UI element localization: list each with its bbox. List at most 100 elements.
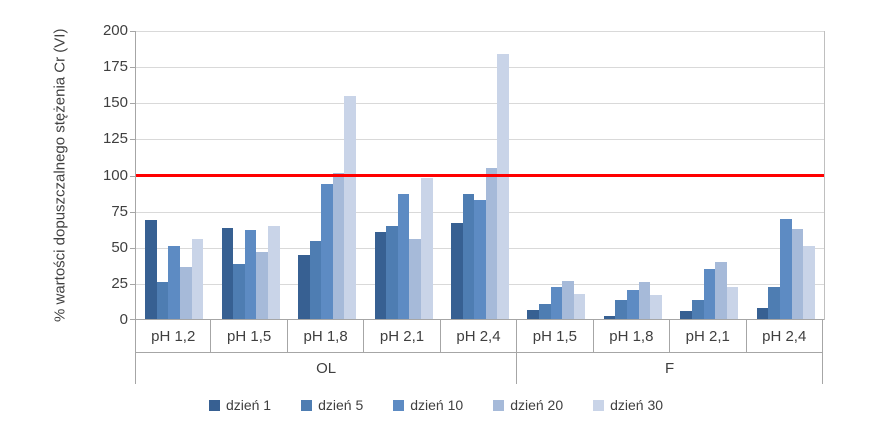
bar-dzień-10 bbox=[627, 289, 639, 320]
bar-dzień-30 bbox=[573, 294, 586, 320]
x-category-label: pH 2,4 bbox=[440, 320, 518, 353]
y-tick-label-200: 200 bbox=[102, 22, 128, 39]
y-tickmark bbox=[130, 211, 136, 213]
bar-dzień-10 bbox=[321, 184, 333, 320]
bar-dzień-1 bbox=[756, 308, 769, 320]
y-tickmark bbox=[130, 67, 136, 69]
bar-dzień-1 bbox=[451, 223, 463, 320]
y-tickmark bbox=[130, 103, 136, 105]
x-category-label: pH 1,8 bbox=[287, 320, 365, 353]
y-tickmark bbox=[130, 175, 136, 177]
legend-label: dzień 20 bbox=[510, 397, 564, 413]
bar-dzień-30 bbox=[344, 96, 357, 320]
bar-dzień-20 bbox=[485, 168, 498, 320]
bar-dzień-30 bbox=[803, 246, 815, 320]
y-tickmark bbox=[130, 31, 136, 32]
gridline-150 bbox=[136, 103, 824, 105]
y-axis-title: % wartości dopuszczalnego stężenia Cr (V… bbox=[51, 28, 69, 323]
legend-swatch-icon bbox=[593, 399, 605, 411]
y-tick-label-75: 75 bbox=[111, 202, 128, 220]
bar-group-pH-2-1 bbox=[365, 31, 441, 320]
bar-dzień-20 bbox=[256, 252, 269, 320]
y-axis-tick-labels: 0 25 50 75 100 125 150 175 200 bbox=[84, 22, 128, 328]
bar-dzień-1 bbox=[527, 309, 540, 320]
bar-dzień-20 bbox=[332, 172, 345, 320]
x-category-label: pH 1,8 bbox=[593, 320, 671, 353]
bar-dzień-5 bbox=[386, 226, 398, 320]
y-tickmark bbox=[130, 247, 136, 249]
bar-dzień-30 bbox=[191, 239, 204, 320]
bar-dzień-5 bbox=[309, 240, 322, 320]
legend-label: dzień 10 bbox=[410, 397, 464, 413]
bar-dzień-1 bbox=[374, 231, 387, 320]
legend-swatch-icon bbox=[493, 399, 505, 411]
bar-dzień-5 bbox=[615, 299, 628, 320]
legend-label: dzień 5 bbox=[318, 397, 364, 413]
y-tick-label-0: 0 bbox=[119, 311, 128, 328]
x-category-label: pH 1,5 bbox=[517, 320, 594, 353]
x-section-label-F: F bbox=[517, 353, 823, 384]
y-tick-label-100: 100 bbox=[102, 166, 128, 184]
gridline-125 bbox=[136, 139, 824, 141]
bar-dzień-5 bbox=[156, 282, 169, 320]
legend-item-dzień-30: dzień 30 bbox=[593, 397, 663, 413]
gridline-200 bbox=[136, 31, 824, 32]
x-axis-line bbox=[130, 319, 824, 320]
x-axis-section-row: OL F bbox=[135, 353, 823, 384]
bar-dzień-1 bbox=[680, 311, 692, 320]
bar-dzień-30 bbox=[650, 295, 662, 320]
bar-dzień-1 bbox=[145, 220, 157, 320]
legend-item-dzień-20: dzień 20 bbox=[493, 397, 563, 413]
gridline-175 bbox=[136, 67, 824, 69]
bar-dzień-30 bbox=[268, 226, 280, 320]
x-category-label: pH 1,5 bbox=[211, 320, 288, 353]
bar-group-pH-2-1 bbox=[671, 31, 747, 320]
y-tick-label-150: 150 bbox=[102, 94, 128, 112]
bar-dzień-5 bbox=[462, 194, 475, 320]
bar-dzień-5 bbox=[768, 286, 780, 320]
bar-group-pH-1-8 bbox=[595, 31, 671, 320]
bar-dzień-1 bbox=[298, 254, 310, 320]
bar-dzień-1 bbox=[603, 315, 616, 320]
bar-dzień-10 bbox=[779, 218, 792, 320]
bar-dzień-10 bbox=[244, 230, 257, 320]
bar-dzień-5 bbox=[233, 263, 245, 320]
legend: dzień 1 dzień 5 dzień 10 dzień 20 dzień 30 bbox=[0, 394, 872, 416]
x-section-label-OL: OL bbox=[135, 353, 518, 384]
bar-group-pH-1-5 bbox=[212, 31, 288, 320]
bar-dzień-20 bbox=[562, 281, 574, 320]
legend-label: dzień 30 bbox=[610, 397, 664, 413]
reference-line-100pct bbox=[136, 173, 824, 177]
bar-group-pH-2-4 bbox=[442, 31, 518, 320]
legend-swatch-icon bbox=[208, 399, 220, 411]
legend-label: dzień 1 bbox=[225, 397, 272, 413]
bar-dzień-30 bbox=[726, 286, 739, 320]
legend-item-dzień-10: dzień 10 bbox=[393, 397, 463, 413]
bar-dzień-30 bbox=[420, 178, 433, 320]
x-category-label: pH 2,1 bbox=[364, 320, 441, 353]
legend-item-dzień-5: dzień 5 bbox=[301, 397, 363, 413]
bar-dzień-5 bbox=[539, 304, 551, 320]
legend-swatch-icon bbox=[301, 399, 313, 411]
legend-item-dzień-1: dzień 1 bbox=[208, 397, 272, 413]
legend-swatch-icon bbox=[393, 399, 405, 411]
y-tick-label-25: 25 bbox=[111, 274, 128, 292]
y-tick-label-50: 50 bbox=[111, 238, 128, 256]
bar-dzień-20 bbox=[409, 239, 421, 320]
y-tickmark bbox=[130, 283, 136, 285]
bar-dzień-20 bbox=[715, 262, 727, 320]
x-axis-category-row: pH 1,2 pH 1,5 pH 1,8 pH 2,1 pH 2,4 pH 1,5 pH 1… bbox=[135, 320, 823, 353]
x-category-label: pH 2,4 bbox=[746, 320, 823, 353]
bar-dzień-5 bbox=[691, 299, 704, 320]
bar-dzień-1 bbox=[221, 227, 234, 320]
x-category-label: pH 1,2 bbox=[135, 320, 212, 353]
y-tickmark bbox=[130, 139, 136, 141]
bar-group-pH-1-8 bbox=[289, 31, 365, 320]
bar-group-pH-2-4 bbox=[748, 31, 824, 320]
bar-group-pH-1-2 bbox=[136, 31, 212, 320]
bar-group-pH-1-5 bbox=[518, 31, 594, 320]
bar-dzień-10 bbox=[703, 269, 716, 320]
bar-dzień-10 bbox=[397, 194, 410, 320]
bar-dzień-10 bbox=[474, 200, 486, 320]
